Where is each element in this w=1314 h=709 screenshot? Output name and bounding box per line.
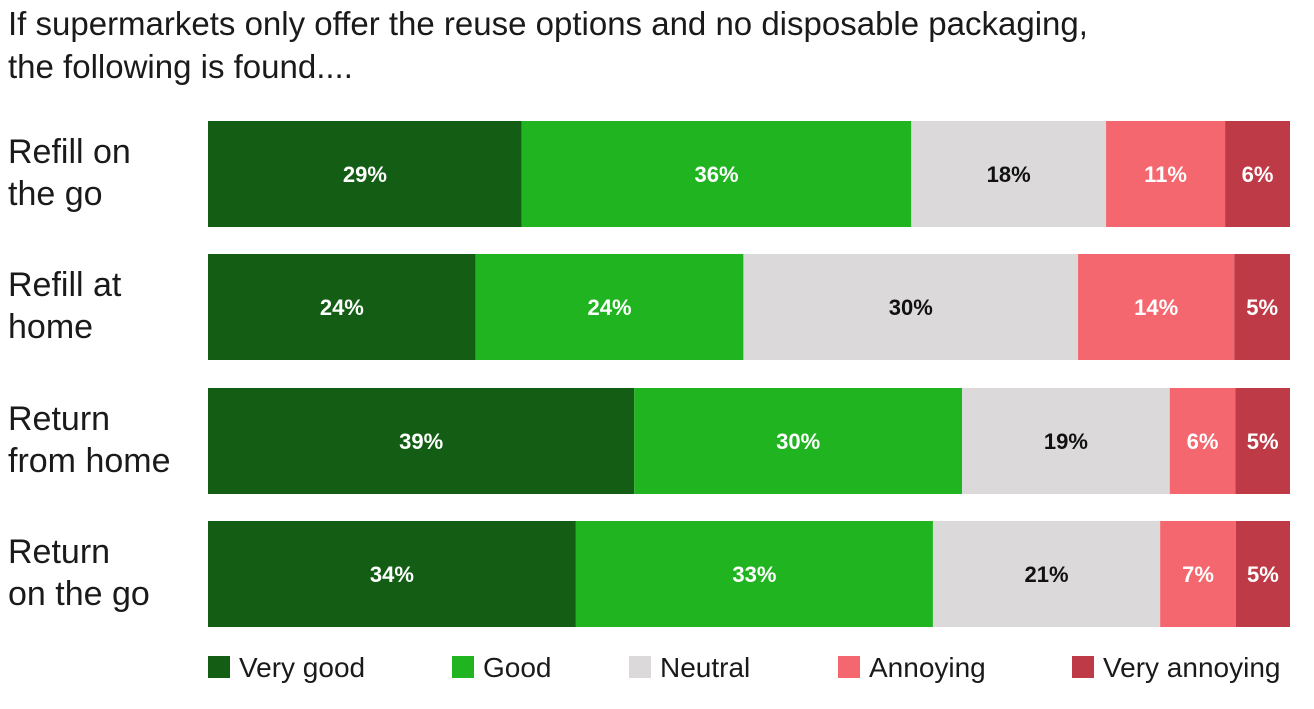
data-label-neutral-return-on-the-go: 21% (1025, 562, 1069, 587)
category-label-return-on-the-go: Return on the go (8, 533, 150, 613)
category-label-line: from home (8, 442, 171, 480)
legend: Very good Good Neutral Annoying Very annoyin… (208, 652, 1280, 683)
category-label-line: Return (8, 400, 110, 438)
data-label-very-good-return-from-home: 39% (399, 429, 443, 454)
data-label-annoying-refill-at-home: 14% (1134, 295, 1178, 320)
bar-annoying-refill-on-the-go (1106, 121, 1226, 227)
category-label-refill-on-the-go: Refill on the go (8, 133, 131, 213)
data-label-neutral-return-from-home: 19% (1044, 429, 1088, 454)
bar-very-annoying-refill-at-home (1234, 254, 1290, 360)
bar-neutral-return-on-the-go (932, 521, 1161, 627)
data-label-neutral-refill-at-home: 30% (889, 295, 933, 320)
category-label-line: Refill at (8, 266, 122, 304)
category-label-line: Return (8, 533, 110, 571)
bar-very-annoying-return-from-home (1235, 388, 1290, 494)
legend-swatch-good (452, 656, 474, 678)
data-label-very-annoying-return-from-home: 5% (1247, 429, 1279, 454)
bars: 29% 36% 18% 11% 6% 24% 24% 30% 14% 5% 39% 30% 19% 6% 5… (208, 121, 1290, 627)
bar-annoying-return-on-the-go (1160, 521, 1236, 627)
data-label-very-good-refill-at-home: 24% (320, 295, 364, 320)
category-label-line: home (8, 308, 93, 346)
bar-neutral-return-from-home (962, 388, 1170, 494)
data-label-annoying-refill-on-the-go: 11% (1144, 162, 1187, 187)
legend-swatch-very-annoying (1072, 656, 1094, 678)
category-label-refill-at-home: Refill at home (8, 266, 122, 346)
bar-very-good-refill-on-the-go (208, 121, 522, 227)
bar-good-refill-at-home (475, 254, 744, 360)
data-label-very-good-refill-on-the-go: 29% (343, 162, 387, 187)
bar-very-annoying-refill-on-the-go (1225, 121, 1290, 227)
legend-swatch-neutral (629, 656, 651, 678)
bar-very-good-return-on-the-go (208, 521, 576, 627)
data-label-good-return-from-home: 30% (776, 429, 820, 454)
legend-swatch-annoying (838, 656, 860, 678)
bar-good-return-from-home (634, 388, 963, 494)
data-label-good-return-on-the-go: 33% (732, 562, 776, 587)
legend-swatch-very-good (208, 656, 230, 678)
bar-neutral-refill-at-home (743, 254, 1079, 360)
legend-label-annoying: Annoying (869, 652, 986, 683)
bar-annoying-refill-at-home (1078, 254, 1235, 360)
bar-very-good-refill-at-home (208, 254, 476, 360)
bar-good-refill-on-the-go (521, 121, 912, 227)
data-label-good-refill-on-the-go: 36% (695, 162, 739, 187)
bar-good-return-on-the-go (575, 521, 933, 627)
bar-annoying-return-from-home (1169, 388, 1236, 494)
legend-label-neutral: Neutral (660, 652, 750, 683)
data-label-very-annoying-return-on-the-go: 5% (1247, 562, 1279, 587)
category-labels: Refill on the go Refill at home Return from h… (8, 133, 171, 613)
category-label-line: the go (8, 175, 103, 213)
data-label-neutral-refill-on-the-go: 18% (987, 162, 1031, 187)
category-label-line: on the go (8, 575, 150, 613)
category-label-return-from-home: Return from home (8, 400, 171, 480)
data-label-very-annoying-refill-at-home: 5% (1246, 295, 1278, 320)
legend-label-good: Good (483, 652, 552, 683)
data-label-very-annoying-refill-on-the-go: 6% (1242, 162, 1274, 187)
bar-very-annoying-return-on-the-go (1235, 521, 1290, 627)
data-label-good-refill-at-home: 24% (588, 295, 632, 320)
legend-label-very-good: Very good (239, 652, 365, 683)
chart-title: If supermarkets only offer the reuse opt… (8, 5, 1088, 85)
bar-neutral-refill-on-the-go (911, 121, 1107, 227)
data-label-very-good-return-on-the-go: 34% (370, 562, 414, 587)
data-label-annoying-return-on-the-go: 7% (1182, 562, 1214, 587)
data-label-annoying-return-from-home: 6% (1187, 429, 1219, 454)
legend-label-very-annoying: Very annoying (1103, 652, 1280, 683)
bar-very-good-return-from-home (208, 388, 635, 494)
category-label-line: Refill on (8, 133, 131, 171)
